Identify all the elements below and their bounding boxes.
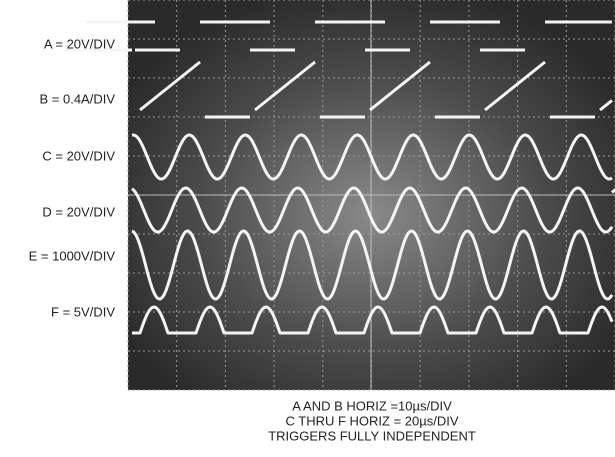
caption-line: TRIGGERS FULLY INDEPENDENT	[268, 428, 476, 443]
channel-label: D = 20V/DIV	[42, 204, 115, 219]
caption-line: A AND B HORIZ =10µs/DIV	[292, 398, 452, 413]
graticule	[127, 0, 615, 391]
trace-e	[131, 229, 614, 301]
caption-line: C THRU F HORIZ = 20µs/DIV	[285, 413, 458, 428]
channel-labels: A = 20V/DIV B = 0.4A/DIV C = 20V/DIV D = 20…	[29, 36, 116, 319]
channel-label: B = 0.4A/DIV	[39, 91, 115, 106]
trace-d	[131, 186, 614, 234]
channel-label: E = 1000V/DIV	[29, 248, 116, 263]
trace-f	[131, 305, 614, 335]
channel-label: C = 20V/DIV	[42, 148, 115, 163]
channel-label: F = 5V/DIV	[51, 304, 115, 319]
trace-b	[139, 60, 615, 194]
trace-a	[65, 20, 612, 52]
waveforms	[65, 20, 615, 335]
trace-c	[131, 133, 613, 181]
channel-label: A = 20V/DIV	[44, 36, 116, 51]
